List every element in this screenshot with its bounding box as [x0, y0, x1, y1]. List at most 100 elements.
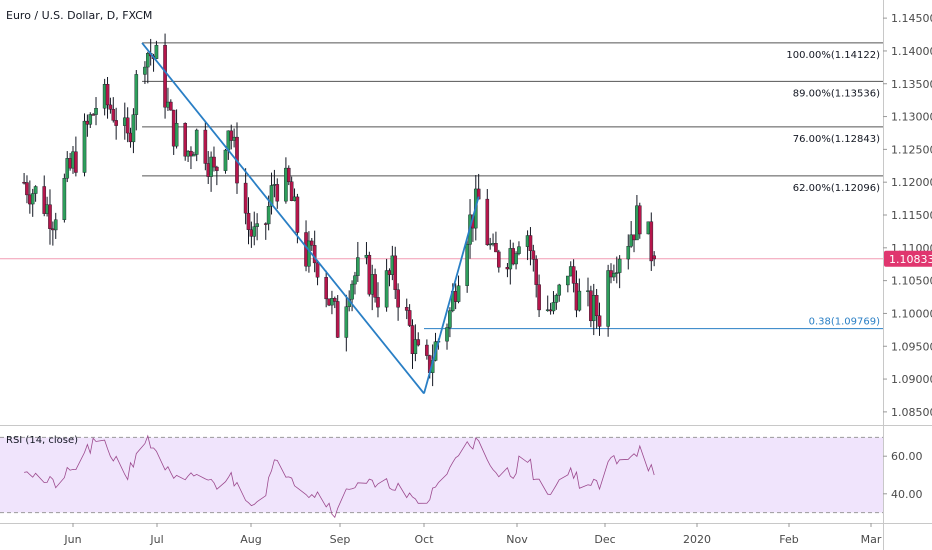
- candle-body: [557, 284, 562, 296]
- candle-body: [114, 120, 118, 126]
- candle-body: [255, 223, 259, 227]
- price-tick-label: 1.10000: [891, 307, 932, 320]
- candle-body: [183, 123, 188, 157]
- fib-level-label: 76.00%(1.12843): [793, 134, 880, 145]
- fib-level-label: 62.00%(1.12096): [793, 183, 880, 194]
- candle-body: [223, 149, 228, 171]
- price-tick-label: 1.11500: [891, 209, 932, 222]
- price-tick-label: 1.12500: [891, 143, 932, 156]
- candle-body: [82, 120, 87, 173]
- candle-body: [606, 270, 610, 327]
- candle-body: [229, 130, 234, 141]
- candle-body: [626, 246, 631, 260]
- candle-body: [246, 212, 251, 230]
- candle-body: [134, 74, 139, 115]
- candle-body: [194, 129, 199, 155]
- candle-body: [517, 246, 521, 254]
- candle-body: [94, 108, 98, 115]
- candle-body: [324, 277, 328, 300]
- price-tick-label: 1.09000: [891, 373, 932, 386]
- candle-body: [652, 255, 656, 260]
- candle-body: [416, 339, 421, 346]
- candle-body: [286, 167, 291, 182]
- candle-body: [396, 289, 400, 308]
- candle-body: [614, 272, 619, 274]
- candle-body: [269, 185, 274, 207]
- candle-body: [25, 182, 29, 196]
- price-tick-label: 1.13000: [891, 111, 932, 124]
- rsi-tick-label: 60.00: [891, 450, 923, 463]
- candle-body: [143, 66, 147, 75]
- candle-body: [53, 219, 58, 231]
- candle-body: [111, 109, 116, 121]
- candle-body: [131, 114, 136, 143]
- candle-body: [215, 166, 219, 171]
- candle-body: [594, 295, 599, 316]
- rsi-band: [0, 437, 883, 513]
- candle-body: [649, 221, 654, 262]
- candle-body: [577, 290, 582, 311]
- time-tick-label: Aug: [240, 533, 261, 546]
- price-tick-label: 1.12000: [891, 176, 932, 189]
- candle-body: [384, 270, 389, 308]
- candle-body: [537, 284, 541, 311]
- trend-line: [423, 196, 480, 394]
- candle-body: [425, 344, 429, 356]
- candle-body: [125, 117, 130, 134]
- candle-body: [514, 253, 518, 265]
- time-tick-label: Sep: [330, 533, 351, 546]
- candle-body: [243, 182, 248, 214]
- candle-body: [528, 235, 533, 251]
- candle-body: [617, 258, 622, 273]
- candle-body: [252, 226, 257, 237]
- candle-body: [33, 186, 38, 194]
- current-price-badge: [884, 250, 932, 267]
- time-tick-label: Dec: [594, 533, 615, 546]
- candle-body: [174, 123, 179, 147]
- fib-level-label: 89.00%(1.13536): [793, 88, 880, 99]
- candle-body: [497, 251, 501, 268]
- candle-body: [189, 150, 193, 157]
- rsi-title: RSI (14, close): [6, 435, 79, 446]
- fib-level-label: 100.00%(1.14122): [786, 50, 880, 61]
- price-tick-label: 1.08500: [891, 406, 932, 419]
- candle-body: [154, 44, 159, 59]
- candle-body: [356, 257, 360, 276]
- price-tick-label: 1.14500: [891, 12, 932, 25]
- time-tick-label: Oct: [414, 533, 434, 546]
- time-tick-label: Nov: [506, 533, 528, 546]
- price-tick-label: 1.09500: [891, 340, 932, 353]
- candle-body: [315, 262, 320, 278]
- rsi-tick-label: 40.00: [891, 488, 923, 501]
- candle-body: [407, 310, 412, 326]
- candle-body: [42, 186, 47, 214]
- candle-body: [353, 275, 357, 285]
- time-tick-label: Mar: [861, 533, 882, 546]
- candle-body: [534, 259, 539, 285]
- candle-body: [275, 184, 280, 202]
- candle-body: [289, 181, 294, 201]
- candle-body: [312, 245, 317, 264]
- candle-body: [62, 178, 67, 220]
- candle-body: [266, 206, 271, 225]
- candle-body: [330, 298, 334, 306]
- trend-line: [141, 42, 425, 395]
- candle-body: [335, 301, 340, 338]
- candle-body: [284, 167, 288, 202]
- candle-body: [350, 283, 354, 300]
- candle-body: [571, 266, 576, 284]
- candle-body: [448, 310, 452, 328]
- candle-body: [566, 275, 570, 286]
- candle-body: [637, 205, 642, 235]
- time-tick-label: 2020: [683, 533, 711, 546]
- current-price-label: 1.10833: [889, 253, 932, 266]
- candle-body: [333, 298, 337, 302]
- candle-body: [393, 255, 398, 290]
- candle-body: [376, 297, 380, 308]
- candle-body: [612, 272, 616, 278]
- retracement-label: 0.38(1.09769): [809, 317, 881, 328]
- candle-body: [465, 244, 469, 286]
- price-tick-label: 1.13500: [891, 78, 932, 91]
